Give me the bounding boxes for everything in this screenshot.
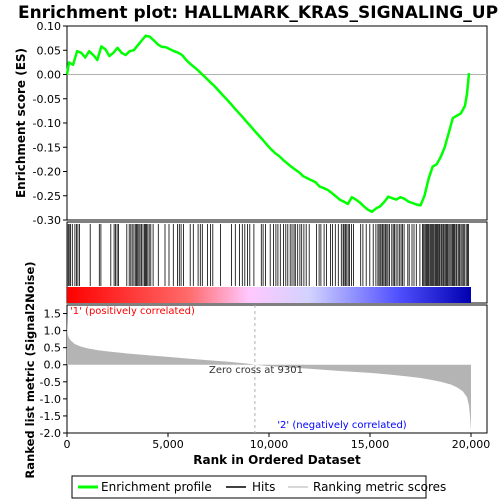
es-y-tick-label: -0.20 xyxy=(33,166,61,179)
es-y-tick-label: 0.05 xyxy=(37,44,62,57)
hit-lines xyxy=(67,224,469,286)
hits-panel xyxy=(66,221,488,304)
ranking-metric-area xyxy=(67,311,471,432)
x-tick-label: 20,000 xyxy=(452,438,491,451)
enrichment-profile-line xyxy=(65,34,471,214)
positive-correlation-label: '1' (positively correlated) xyxy=(70,306,195,317)
es-y-ticks: 0.10 0.05 0.00 -0.05 -0.10 -0.15 -0.20 -0.25 -0.… xyxy=(33,20,67,227)
legend-box xyxy=(71,475,427,499)
x-tick-label: 10,000 xyxy=(250,438,289,451)
es-y-tick-label: 0.00 xyxy=(37,69,62,82)
rank-color-bar xyxy=(67,287,471,303)
x-tick-label: 0 xyxy=(64,438,71,451)
es-y-tick-label: 0.10 xyxy=(37,20,62,33)
metric-y-ticks: 1.5 1.0 0.5 0.0 -0.5 -1.0 -1.5 -2.0 xyxy=(40,308,67,440)
es-panel: 0.10 0.05 0.00 -0.05 -0.10 -0.15 -0.20 -0.25 -0.… xyxy=(14,20,488,227)
negative-correlation-label: '2' (negatively correlated) xyxy=(277,420,406,431)
metric-panel: 1.5 1.0 0.5 0.0 -0.5 -1.0 -1.5 -2.0 '1' (positi… xyxy=(23,261,488,479)
legend-enrichment-label: Enrichment profile xyxy=(101,480,212,494)
x-axis-ticks: 0 5,000 10,000 15,000 20,000 xyxy=(64,433,491,451)
legend-metric-label: Ranking metric scores xyxy=(313,480,446,494)
es-y-tick-label: -0.05 xyxy=(33,93,61,106)
es-y-tick-label: -0.10 xyxy=(33,117,61,130)
metric-y-tick-label: -1.5 xyxy=(40,410,61,423)
x-axis-label: Rank in Ordered Dataset xyxy=(193,453,361,467)
x-tick-label: 5,000 xyxy=(152,438,184,451)
metric-y-tick-label: 1.5 xyxy=(44,308,62,321)
metric-y-tick-label: 0.5 xyxy=(44,342,62,355)
es-panel-frame xyxy=(66,25,488,221)
es-y-tick-label: -0.30 xyxy=(33,214,61,227)
zero-cross-label: Zero cross at 9301 xyxy=(209,365,303,376)
es-y-tick-label: -0.15 xyxy=(33,141,61,154)
metric-y-tick-label: -1.0 xyxy=(40,393,61,406)
metric-y-tick-label: 1.0 xyxy=(44,325,62,338)
metric-y-tick-label: -2.0 xyxy=(40,427,61,440)
es-y-axis-label: Enrichment score (ES) xyxy=(14,48,28,198)
es-y-tick-label: -0.25 xyxy=(33,190,61,203)
metric-y-tick-label: 0.0 xyxy=(44,359,62,372)
x-tick-label: 15,000 xyxy=(351,438,390,451)
metric-y-tick-label: -0.5 xyxy=(40,376,61,389)
chart-title: Enrichment plot: HALLMARK_KRAS_SIGNALING… xyxy=(18,3,498,23)
legend-hits-label: Hits xyxy=(252,480,275,494)
legend: Enrichment profile Hits Ranking metric s… xyxy=(71,475,446,499)
metric-y-axis-label: Ranked list metric (Signal2Noise) xyxy=(23,261,37,478)
